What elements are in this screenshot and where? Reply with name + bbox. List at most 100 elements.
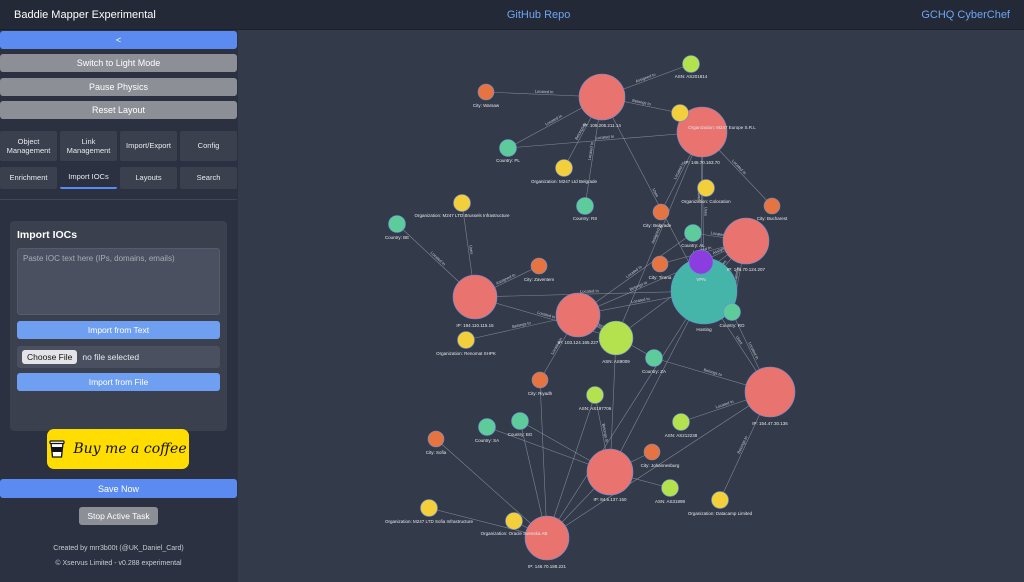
node-label: Country: SA	[475, 438, 499, 443]
tab-import-export[interactable]: Import/Export	[120, 131, 177, 161]
coffee-label: Buy me a coffee	[73, 441, 187, 457]
tab-enrichment[interactable]: Enrichment	[0, 167, 57, 189]
file-input-row: Choose File no file selected	[17, 346, 220, 368]
tab-import-iocs[interactable]: Import IOCs	[60, 167, 117, 189]
graph-node-country[interactable]	[576, 197, 594, 215]
node-label: ASN: AS212238	[665, 433, 698, 438]
graph-node-city[interactable]	[643, 443, 661, 461]
graph-edge[interactable]	[577, 232, 694, 316]
graph-node-asn[interactable]	[598, 320, 634, 356]
graph-node-asn[interactable]	[682, 55, 700, 73]
tab-object-management[interactable]: Object Management	[0, 131, 57, 161]
graph-node-asn[interactable]	[672, 413, 690, 431]
graph-node-organization[interactable]	[453, 194, 471, 212]
node-label: City: Johannesburg	[641, 463, 680, 468]
pause-physics-button[interactable]: Pause Physics	[0, 78, 237, 96]
node-label: Organization: Datacamp Limited	[688, 511, 753, 516]
node-label: IP: 146.70.163.70	[684, 160, 720, 165]
node-label: ASN: AS201814	[675, 74, 708, 79]
graph-node-ip[interactable]	[586, 448, 634, 496]
graph-node-city[interactable]	[651, 255, 669, 273]
graph-node-organization[interactable]	[671, 104, 689, 122]
buy-me-a-coffee-button[interactable]: Buy me a coffee	[47, 429, 189, 469]
graph-node-asn[interactable]	[661, 479, 679, 497]
node-label: Country: RO	[719, 323, 745, 328]
graph-node-ip[interactable]	[555, 292, 601, 338]
choose-file-button[interactable]: Choose File	[22, 350, 78, 364]
graph-edge[interactable]	[546, 290, 705, 539]
edge-label: Located In	[535, 89, 554, 95]
node-label: IP: 146.70.124.207	[727, 267, 766, 272]
import-from-file-button[interactable]: Import from File	[17, 373, 220, 391]
edge-label: Belongs to	[601, 423, 610, 443]
import-from-text-button[interactable]: Import from Text	[17, 321, 220, 339]
graph-node-country[interactable]	[723, 303, 741, 321]
graph-edge[interactable]	[507, 131, 703, 149]
github-repo-link[interactable]: GitHub Repo	[506, 8, 571, 21]
node-label: ASN: AS197706	[579, 406, 612, 411]
graph-node-organization[interactable]	[505, 512, 523, 530]
reset-layout-button[interactable]: Reset Layout	[0, 101, 237, 119]
graph-edge[interactable]	[539, 379, 548, 539]
tab-search[interactable]: Search	[180, 167, 237, 189]
graph-node-country[interactable]	[684, 224, 702, 242]
node-label: Country: PL	[496, 158, 520, 163]
graph-node-organization[interactable]	[697, 179, 715, 197]
graph-node-ip[interactable]	[452, 274, 498, 320]
node-label: Country: RS	[573, 216, 598, 221]
graph-node-asn[interactable]	[586, 386, 604, 404]
graph-node-country[interactable]	[645, 349, 663, 367]
node-label: City: Bucharest	[757, 216, 788, 221]
tab-layouts[interactable]: Layouts	[120, 167, 177, 189]
tab-config[interactable]: Config	[180, 131, 237, 161]
graph-node-ip[interactable]	[676, 106, 728, 158]
edge-label: Located In	[595, 134, 614, 141]
graph-node-country[interactable]	[478, 418, 496, 436]
graph-node-organization[interactable]	[711, 491, 729, 509]
graph-node-country[interactable]	[499, 139, 517, 157]
graph-node-organization[interactable]	[555, 159, 573, 177]
node-label: Country: ZA	[642, 369, 666, 374]
node-label: IP: 103.124.165.227	[558, 340, 599, 345]
node-label: City: Sofia	[426, 450, 447, 455]
node-label: City: Riyadh	[528, 391, 553, 396]
graph-node-ip[interactable]	[744, 366, 796, 418]
graph-edge[interactable]	[435, 438, 548, 539]
graph-node-ip[interactable]	[578, 73, 626, 121]
stop-active-task-button[interactable]: Stop Active Task	[79, 507, 158, 525]
light-mode-button[interactable]: Switch to Light Mode	[0, 54, 237, 72]
graph-node-organization[interactable]	[457, 331, 475, 349]
graph-node-city[interactable]	[530, 257, 548, 275]
graph-edge[interactable]	[546, 391, 771, 539]
tab-link-management[interactable]: Link Management	[60, 131, 117, 161]
graph-node-city[interactable]	[763, 197, 781, 215]
edge-label: Located In	[580, 288, 599, 293]
save-now-button[interactable]: Save Now	[0, 479, 237, 498]
coffee-cup-icon	[49, 440, 65, 458]
collapse-sidebar-button[interactable]: <	[0, 31, 237, 49]
import-iocs-title: Import IOCs	[17, 229, 78, 241]
graph-edge[interactable]	[609, 290, 705, 473]
graph-edge[interactable]	[615, 131, 703, 339]
ioc-text-input[interactable]: Paste IOC text here (IPs, domains, email…	[17, 248, 220, 315]
graph-node-country[interactable]	[388, 215, 406, 233]
graph-node-city[interactable]	[477, 83, 495, 101]
graph-canvas[interactable]: Located In Assigned to Located In Belongs t…	[238, 30, 1024, 582]
node-label: IP: 154.47.30.136	[752, 421, 788, 426]
graph-edge[interactable]	[546, 394, 596, 539]
graph-node-ip[interactable]	[722, 217, 770, 265]
graph-node-city[interactable]	[652, 203, 670, 221]
graph-edge[interactable]	[601, 96, 705, 292]
graph-node-country[interactable]	[511, 412, 529, 430]
graph-node-city[interactable]	[531, 371, 549, 389]
graph-node-vpn[interactable]	[688, 249, 714, 275]
graph-edge[interactable]	[474, 290, 705, 298]
graph-node-city[interactable]	[427, 430, 445, 448]
node-label: IP: 146.70.188.221	[528, 564, 567, 569]
node-label: City: Belgrade	[643, 223, 672, 228]
cyberchef-link[interactable]: GCHQ CyberChef	[921, 8, 1010, 21]
graph-node-ip[interactable]	[524, 515, 570, 561]
graph-node-organization[interactable]	[420, 499, 438, 517]
node-label: Country: BG	[508, 432, 533, 437]
